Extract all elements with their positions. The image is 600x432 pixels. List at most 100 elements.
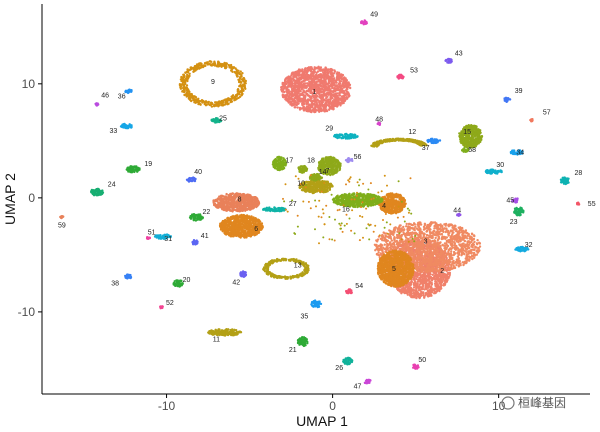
cell-point [461, 226, 464, 230]
cell-point [475, 253, 478, 256]
cell-point [449, 223, 452, 227]
cell-point [465, 244, 468, 247]
cell-point [463, 262, 466, 265]
cell-point [433, 252, 436, 255]
cell-point [294, 81, 297, 84]
points-layer [59, 19, 581, 385]
cell-point [458, 243, 461, 246]
cell-point [298, 73, 301, 77]
cell-point [305, 84, 308, 88]
cell-point [306, 78, 309, 81]
cell-point [313, 95, 316, 99]
cell-point [317, 80, 320, 83]
cell-point [309, 106, 312, 110]
cell-point [392, 196, 396, 199]
cell-point [467, 252, 470, 255]
cell-point [406, 248, 409, 251]
cell-point [325, 100, 328, 103]
cell-point [453, 244, 457, 247]
cell-point [428, 267, 431, 270]
cell-point [452, 260, 455, 264]
cell-point [389, 244, 393, 247]
cell-point [298, 71, 301, 74]
cell-point [470, 238, 473, 241]
cell-point [426, 282, 429, 286]
cell-point [428, 228, 432, 231]
cell-point [336, 75, 340, 79]
cell-point [330, 105, 333, 109]
cell-point [339, 80, 343, 83]
cell-point [417, 274, 420, 277]
cell-point [398, 236, 401, 239]
cell-point [424, 227, 427, 230]
cell-point [303, 70, 307, 74]
cell-point [301, 68, 304, 71]
cell-point [416, 267, 419, 270]
cell-point [448, 272, 451, 275]
cell-point [428, 240, 431, 244]
cell-point [461, 233, 464, 236]
cell-point [383, 239, 386, 242]
cell-point [462, 229, 465, 232]
cell-point [399, 203, 402, 206]
cell-point [381, 250, 384, 253]
cell-point [472, 251, 476, 255]
cell-point [317, 88, 320, 91]
cell-point [380, 237, 383, 240]
cell-point [329, 98, 332, 101]
cell-point [387, 236, 391, 239]
cell-point [443, 256, 447, 259]
cell-point [413, 274, 417, 278]
cell-point [430, 270, 434, 273]
cell-point [319, 87, 322, 91]
cell-point [454, 235, 458, 238]
cell-point [320, 107, 323, 110]
cell-point [478, 242, 482, 245]
cell-point [429, 234, 433, 238]
cell-point [417, 256, 420, 259]
cell-point [431, 273, 434, 276]
cell-point [417, 221, 420, 225]
cell-point [416, 245, 419, 248]
cell-point [402, 290, 405, 293]
cell-point [417, 287, 421, 290]
cell-point [472, 238, 475, 241]
cell-point [302, 105, 305, 108]
cell-point [328, 88, 331, 91]
cell-point [418, 276, 421, 280]
cell-point [420, 256, 423, 259]
cell-point [433, 227, 436, 230]
cell-point [310, 70, 313, 73]
cell-point [423, 249, 426, 253]
cell-point [447, 267, 451, 270]
cell-point [442, 278, 445, 281]
cell-point [340, 97, 343, 101]
cell-point [319, 94, 322, 97]
cell-point [392, 206, 395, 209]
cell-point [419, 273, 422, 277]
cell-point [318, 91, 322, 94]
cell-point [310, 84, 313, 87]
cell-point [473, 234, 476, 238]
cell-point [461, 236, 464, 240]
cell-point [322, 91, 325, 94]
cell-point [310, 100, 313, 103]
cell-point [321, 100, 324, 103]
cell-point [437, 227, 440, 230]
cell-point [311, 91, 315, 95]
cell-point [396, 243, 399, 246]
cell-point [420, 267, 423, 270]
cell-point [391, 230, 395, 233]
cell-point [439, 229, 442, 233]
cell-point [347, 82, 350, 85]
cell-point [443, 242, 447, 245]
cell-point [430, 247, 434, 250]
cell-point [416, 261, 419, 264]
cell-point [421, 291, 425, 294]
cell-point [381, 233, 384, 237]
cell-point [298, 80, 301, 83]
cell-point [399, 224, 402, 227]
cell-point [449, 238, 452, 242]
cell-point [426, 223, 429, 227]
cell-point [413, 236, 417, 239]
